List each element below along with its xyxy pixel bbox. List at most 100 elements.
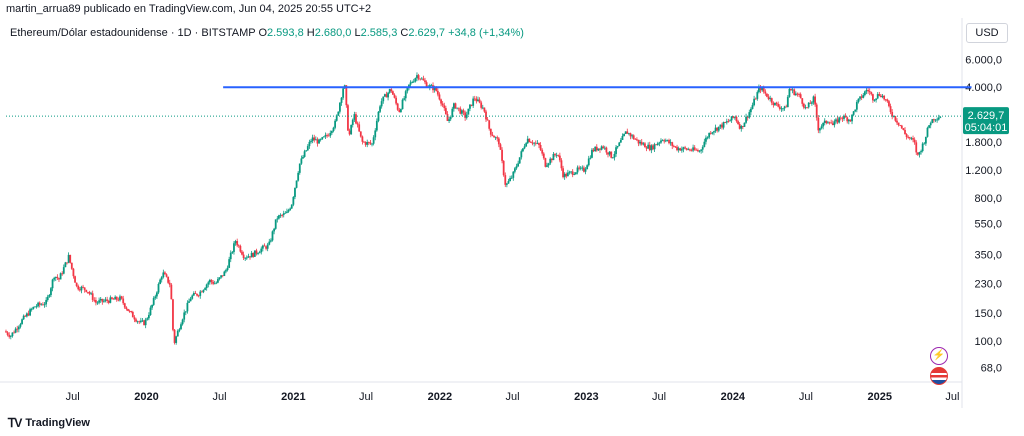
candle-body: [438, 94, 441, 100]
candle-body: [550, 158, 553, 161]
candle-body: [624, 131, 627, 134]
candle-body: [229, 252, 232, 260]
candle-body: [433, 86, 436, 91]
candle-body: [464, 112, 467, 118]
candle-body: [348, 130, 351, 135]
candle-body: [489, 128, 492, 135]
candle-body: [306, 146, 309, 151]
candle-body: [666, 139, 669, 141]
candle-body: [221, 275, 224, 277]
candle-body: [356, 123, 359, 125]
candle-body: [157, 283, 160, 293]
candle-body: [48, 294, 51, 297]
candle-body: [443, 105, 446, 109]
candle-body: [868, 91, 871, 93]
close-label: C: [400, 27, 409, 39]
candle-body: [794, 93, 797, 95]
candle-body: [53, 277, 56, 280]
currency-button[interactable]: USD: [966, 23, 1008, 43]
candle-body: [178, 329, 181, 331]
candle-body: [627, 133, 630, 135]
candle-body: [560, 160, 563, 169]
candle-body: [634, 138, 637, 140]
candle-body: [149, 307, 152, 316]
candle-body: [721, 124, 723, 128]
candle-body: [361, 136, 364, 142]
candle-body: [565, 173, 568, 177]
candle-body: [486, 119, 489, 121]
candle-body: [467, 108, 470, 115]
candle-body: [642, 143, 645, 145]
candle-body: [38, 302, 41, 305]
candle-body: [676, 146, 678, 151]
candle-body: [595, 146, 598, 151]
candle-body: [809, 102, 812, 104]
candle-body: [332, 127, 335, 132]
candle-body: [308, 141, 311, 147]
candle-body: [233, 243, 235, 252]
candle-body: [321, 137, 324, 140]
candle-body: [319, 139, 322, 141]
candle-body: [892, 116, 895, 117]
candle-body: [693, 147, 696, 150]
x-tick-label: Jul: [66, 391, 80, 403]
low-value: 2.585,3: [360, 27, 398, 39]
candle-body: [64, 262, 67, 268]
lightning-icon[interactable]: ⚡: [930, 347, 948, 365]
candle-body: [912, 138, 914, 140]
tradingview-logo-icon: ꓔV: [8, 416, 22, 430]
candle-body: [920, 151, 922, 153]
candle-body: [250, 252, 253, 258]
candle-body: [764, 91, 767, 94]
candle-body: [828, 122, 831, 124]
candle-body: [525, 143, 528, 147]
high-value: 2.680,0: [314, 27, 352, 39]
candle-body: [751, 105, 754, 109]
candle-body: [181, 319, 184, 325]
candle-body: [600, 146, 603, 150]
candle-body: [802, 103, 805, 108]
candle-body: [772, 102, 775, 106]
candle-body: [838, 117, 841, 123]
candle-body: [749, 108, 752, 113]
candle-body: [576, 167, 579, 173]
candle-body: [472, 98, 475, 106]
candle-body: [217, 279, 219, 283]
candle-body: [777, 103, 780, 107]
candle-body: [241, 251, 243, 255]
candle-body: [581, 167, 584, 169]
candle-body: [409, 82, 412, 85]
candle-body: [326, 134, 328, 136]
candle-body: [99, 298, 102, 301]
candle-body: [188, 301, 190, 303]
candle-body: [374, 130, 377, 138]
candle-body: [762, 87, 765, 92]
candle-body: [738, 124, 741, 129]
candle-body: [411, 82, 414, 84]
candle-body: [244, 257, 247, 259]
candle-body: [207, 282, 210, 285]
candle-body: [186, 302, 189, 312]
candle-body: [756, 92, 759, 99]
candle-body: [249, 256, 251, 258]
candle-body: [231, 251, 234, 253]
candle-body: [276, 218, 279, 220]
candle-body: [167, 276, 170, 283]
candle-body: [469, 104, 471, 109]
candle-body: [613, 153, 616, 158]
candle-body: [594, 146, 597, 152]
candle-body: [924, 136, 927, 144]
candle-body: [202, 289, 205, 293]
candle-body: [814, 96, 817, 105]
candle-body: [729, 120, 731, 122]
candle-body: [194, 293, 197, 294]
candle-body: [273, 228, 275, 232]
us-flag-icon[interactable]: [930, 367, 948, 385]
candle-body: [425, 82, 428, 88]
candle-body: [510, 177, 513, 179]
candle-body: [798, 94, 800, 95]
candle-body: [114, 296, 117, 300]
candle-body: [685, 148, 688, 150]
candle-body: [668, 139, 670, 144]
